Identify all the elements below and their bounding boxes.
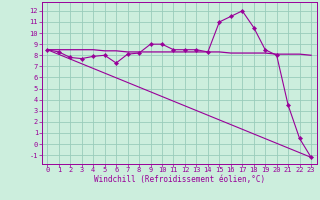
X-axis label: Windchill (Refroidissement éolien,°C): Windchill (Refroidissement éolien,°C) [94, 175, 265, 184]
